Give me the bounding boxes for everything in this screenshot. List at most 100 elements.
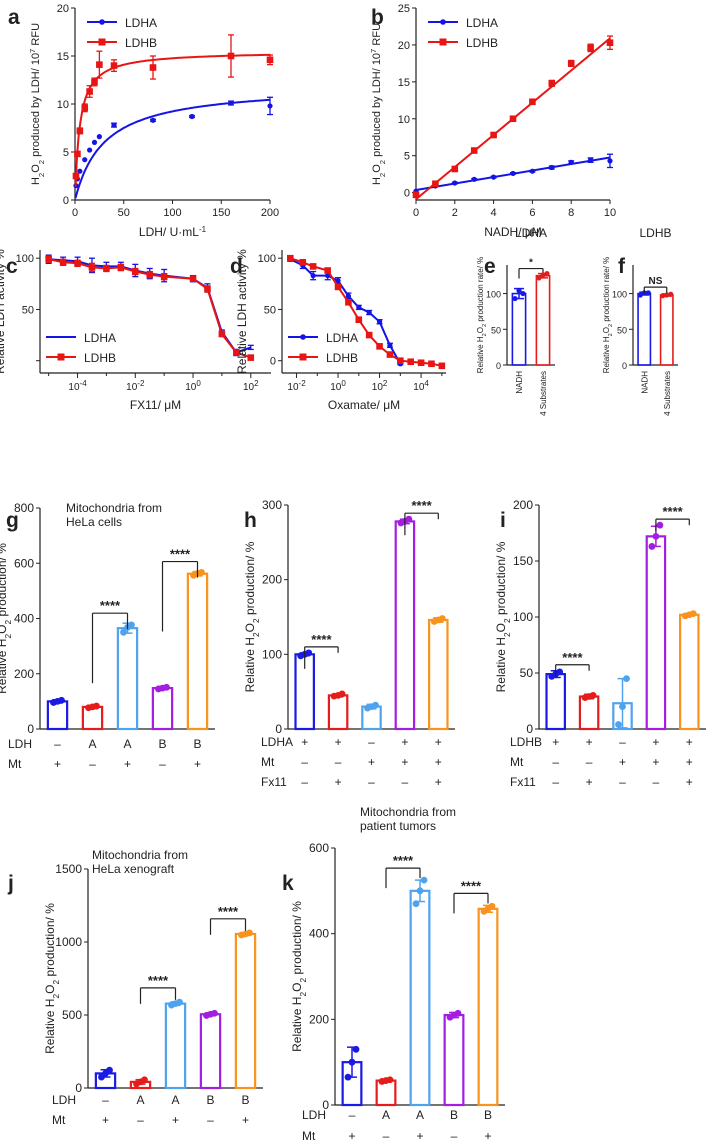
data-point <box>656 521 664 529</box>
y-tick-label: 100 <box>612 290 627 300</box>
data-point <box>544 270 550 277</box>
data-point <box>365 331 373 339</box>
data-point <box>247 354 255 361</box>
data-point <box>428 360 435 368</box>
y-tick-label: 50 <box>491 325 501 335</box>
legend-marker <box>300 334 306 340</box>
bar-group <box>81 702 104 731</box>
x-tick-label: 100 <box>163 207 181 219</box>
condition-value: + <box>194 757 201 771</box>
data-point <box>305 649 313 657</box>
label-part: O <box>494 623 508 632</box>
bar-group <box>46 696 69 731</box>
data-point <box>227 52 235 60</box>
condition-row-label: LDH <box>52 1093 76 1107</box>
data-point <box>416 887 424 895</box>
condition-value: A <box>416 1108 424 1122</box>
data-point <box>536 275 542 281</box>
bar <box>186 572 209 731</box>
y-tick-label: 100 <box>486 290 501 300</box>
bar-group <box>477 902 499 1107</box>
condition-value: A <box>123 737 131 751</box>
x-axis-label: Oxamate/ μM <box>328 398 400 412</box>
condition-value: + <box>586 735 593 749</box>
condition-value: B <box>206 1093 214 1107</box>
bar <box>234 932 257 1090</box>
significance-bracket: **** <box>91 598 129 684</box>
x-tick-label: 100 <box>330 379 346 394</box>
data-point <box>287 254 294 262</box>
y-axis-label: Relative H2O2 production/ % <box>494 541 512 692</box>
y-axis-label: Relative H2O2 production rate/ % <box>476 257 488 374</box>
y-tick-label: 200 <box>309 1012 329 1026</box>
data-point <box>645 290 651 296</box>
bar <box>578 695 600 731</box>
significance-label: **** <box>148 973 169 988</box>
condition-value: A <box>171 1093 179 1107</box>
data-point <box>689 610 697 618</box>
significance-bracket: **** <box>161 547 199 632</box>
data-point <box>405 515 413 523</box>
series-LDHB <box>287 254 446 370</box>
y-axis-label: Relative H2O2 production/ % <box>43 903 61 1054</box>
panel-label-k: k <box>282 872 294 895</box>
y-tick-label: 1500 <box>55 862 82 876</box>
condition-value: + <box>54 757 61 771</box>
bar-group <box>116 621 139 731</box>
bar-group <box>361 701 382 731</box>
data-point <box>491 174 497 180</box>
significance-label: **** <box>562 650 583 665</box>
significance-label: **** <box>100 598 121 613</box>
y-tick-label: 0 <box>63 195 69 207</box>
data-point <box>345 298 352 306</box>
data-point <box>110 62 118 69</box>
data-point <box>652 532 660 540</box>
condition-row-label: LDH <box>8 737 32 751</box>
significance-label: NS <box>649 276 663 287</box>
data-point <box>77 168 83 174</box>
tick-base: 10 <box>330 382 342 393</box>
y-tick-label: 800 <box>14 501 34 515</box>
data-point <box>335 278 341 284</box>
data-point <box>88 264 96 271</box>
significance-bracket: * <box>518 258 544 279</box>
data-point <box>356 304 362 310</box>
label-part: 2 <box>502 618 512 623</box>
bar-group <box>94 1066 117 1090</box>
data-point <box>432 180 439 188</box>
series-line <box>74 53 271 187</box>
bar-group <box>129 1076 152 1090</box>
bar-group <box>578 692 600 731</box>
data-point <box>488 902 496 910</box>
data-point <box>163 683 170 691</box>
data-point <box>45 255 52 263</box>
data-point <box>103 265 110 272</box>
label-part: production/ % <box>0 543 9 620</box>
significance-bracket: NS <box>643 276 668 294</box>
y-axis-label: Relative H2O2 production/ % <box>0 543 13 694</box>
condition-value: + <box>401 735 408 749</box>
condition-value: – <box>159 757 166 771</box>
panel-label-i: i <box>500 509 506 532</box>
data-point <box>568 159 574 165</box>
data-point <box>397 357 404 364</box>
data-point <box>189 275 197 282</box>
panel-label-g: g <box>6 509 19 532</box>
y-tick-label: 0 <box>622 361 627 371</box>
y-tick-label: 0 <box>275 722 282 736</box>
bar <box>511 292 527 366</box>
x-axis-label: LDH/ U·mL-1 <box>139 225 207 240</box>
x-tick-label: 10-2 <box>287 379 306 394</box>
condition-value: + <box>348 1129 355 1143</box>
significance-bracket: **** <box>209 904 247 935</box>
y-tick-label: 50 <box>617 325 627 335</box>
data-point <box>120 628 127 636</box>
panel-label-b: b <box>371 6 384 29</box>
condition-value: B <box>450 1108 458 1122</box>
data-point <box>117 264 125 271</box>
label-part: O <box>476 327 485 333</box>
data-point <box>72 172 80 180</box>
data-point <box>266 56 274 64</box>
